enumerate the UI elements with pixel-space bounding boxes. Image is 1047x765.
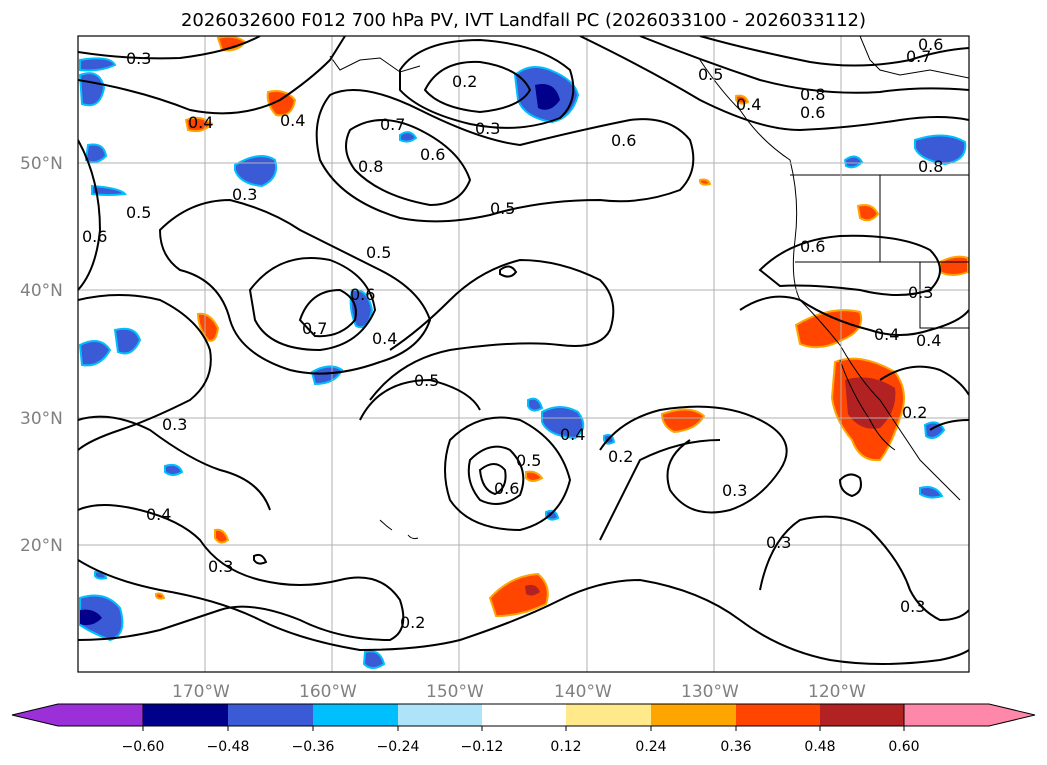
lat-tick-labels: 20°N 30°N 40°N 50°N (20, 154, 63, 556)
contour-label: 0.6 (82, 227, 107, 246)
contour-label: 0.3 (766, 533, 791, 552)
colorbar-bin (313, 704, 398, 726)
contour-label: 0.4 (560, 425, 585, 444)
contour-label: 0.4 (280, 111, 305, 130)
positive-anomaly-fills (155, 36, 969, 618)
colorbar-ticks (142, 726, 905, 731)
lon-tick-120w: 120°W (808, 682, 866, 702)
contour-label: 0.7 (302, 319, 327, 338)
contour-label: 0.6 (611, 131, 636, 150)
lon-tick-labels: 170°W 160°W 150°W 140°W 130°W 120°W (172, 682, 866, 702)
contour-label: 0.4 (736, 95, 761, 114)
graticule (78, 36, 969, 672)
colorbar-bin (820, 704, 904, 726)
negative-anomaly-fills (78, 57, 967, 669)
colorbar-label: 0.12 (550, 739, 581, 755)
contour-label: 0.5 (698, 65, 723, 84)
lon-tick-140w: 140°W (554, 682, 612, 702)
contour-label: 0.2 (452, 72, 477, 91)
colorbar-label: 0.60 (888, 739, 919, 755)
lat-tick-40: 40°N (20, 281, 63, 301)
lat-tick-30: 30°N (20, 409, 63, 429)
colorbar-bin (228, 704, 313, 726)
contour-label: 0.3 (900, 597, 925, 616)
contour-label: 0.3 (232, 185, 257, 204)
contour-label: 0.4 (146, 505, 171, 524)
contour-label: 0.6 (420, 145, 445, 164)
contour-label: 0.3 (475, 119, 500, 138)
contour-label: 0.3 (126, 49, 151, 68)
contour-label: 0.5 (414, 371, 439, 390)
colorbar: −0.60 −0.48 −0.36 −0.24 −0.12 0.12 0.24 … (11, 703, 1036, 755)
map-area: 0.3 0.2 0.3 0.6 0.5 0.4 0.8 0.6 0.7 0.6 … (78, 35, 969, 672)
coastlines (329, 36, 969, 540)
lon-tick-130w: 130°W (681, 682, 739, 702)
contour-label: 0.4 (916, 331, 941, 350)
contour-label: 0.7 (906, 47, 931, 66)
contour-label: 0.6 (350, 285, 375, 304)
lon-tick-150w: 150°W (426, 682, 484, 702)
colorbar-label: −0.12 (461, 739, 504, 755)
contour-label: 0.5 (366, 243, 391, 262)
map-frame (77, 35, 970, 673)
contour-label: 0.7 (380, 115, 405, 134)
colorbar-bin (398, 704, 482, 726)
colorbar-bin (651, 704, 736, 726)
colorbar-label: 0.48 (804, 739, 835, 755)
colorbar-bin (566, 704, 651, 726)
contour-label: 0.4 (874, 325, 899, 344)
lon-tick-170w: 170°W (172, 682, 230, 702)
contour-label: 0.3 (162, 415, 187, 434)
contour-label: 0.5 (126, 203, 151, 222)
colorbar-extend-high (903, 703, 1036, 727)
contour-label: 0.3 (208, 557, 233, 576)
page-title: 2026032600 F012 700 hPa PV, IVT Landfall… (180, 10, 867, 31)
contour-label: 0.8 (800, 85, 825, 104)
contour-label: 0.3 (722, 481, 747, 500)
colorbar-label: 0.36 (720, 739, 751, 755)
colorbar-bin (736, 704, 820, 726)
colorbar-label: −0.24 (377, 739, 420, 755)
contour-label: 0.6 (918, 35, 943, 54)
colorbar-label: −0.36 (292, 739, 335, 755)
lat-tick-50: 50°N (20, 154, 63, 174)
contour-label: 0.3 (908, 283, 933, 302)
contour-label: 0.8 (918, 157, 943, 176)
colorbar-label: −0.48 (207, 739, 250, 755)
contour-label: 0.4 (372, 329, 397, 348)
colorbar-frame (142, 703, 905, 727)
colorbar-extend-low (11, 703, 144, 727)
contour-label: 0.2 (902, 403, 927, 422)
colorbar-label: −0.60 (122, 739, 165, 755)
contour-label: 0.2 (400, 613, 425, 632)
colorbar-bin (143, 704, 228, 726)
contour-label: 0.6 (494, 479, 519, 498)
contour-label: 0.2 (608, 447, 633, 466)
colorbar-label: 0.24 (635, 739, 666, 755)
contour-label: 0.8 (358, 157, 383, 176)
lat-tick-20: 20°N (20, 536, 63, 556)
contour-labels: 0.3 0.2 0.3 0.6 0.5 0.4 0.8 0.6 0.7 0.6 … (82, 35, 943, 632)
pv-contours (78, 36, 969, 665)
contour-label: 0.6 (800, 103, 825, 122)
lon-tick-160w: 160°W (299, 682, 357, 702)
contour-label: 0.5 (490, 199, 515, 218)
contour-label: 0.5 (516, 451, 541, 470)
contour-label: 0.6 (800, 237, 825, 256)
colorbar-bin (482, 704, 566, 726)
contour-label: 0.4 (188, 113, 213, 132)
